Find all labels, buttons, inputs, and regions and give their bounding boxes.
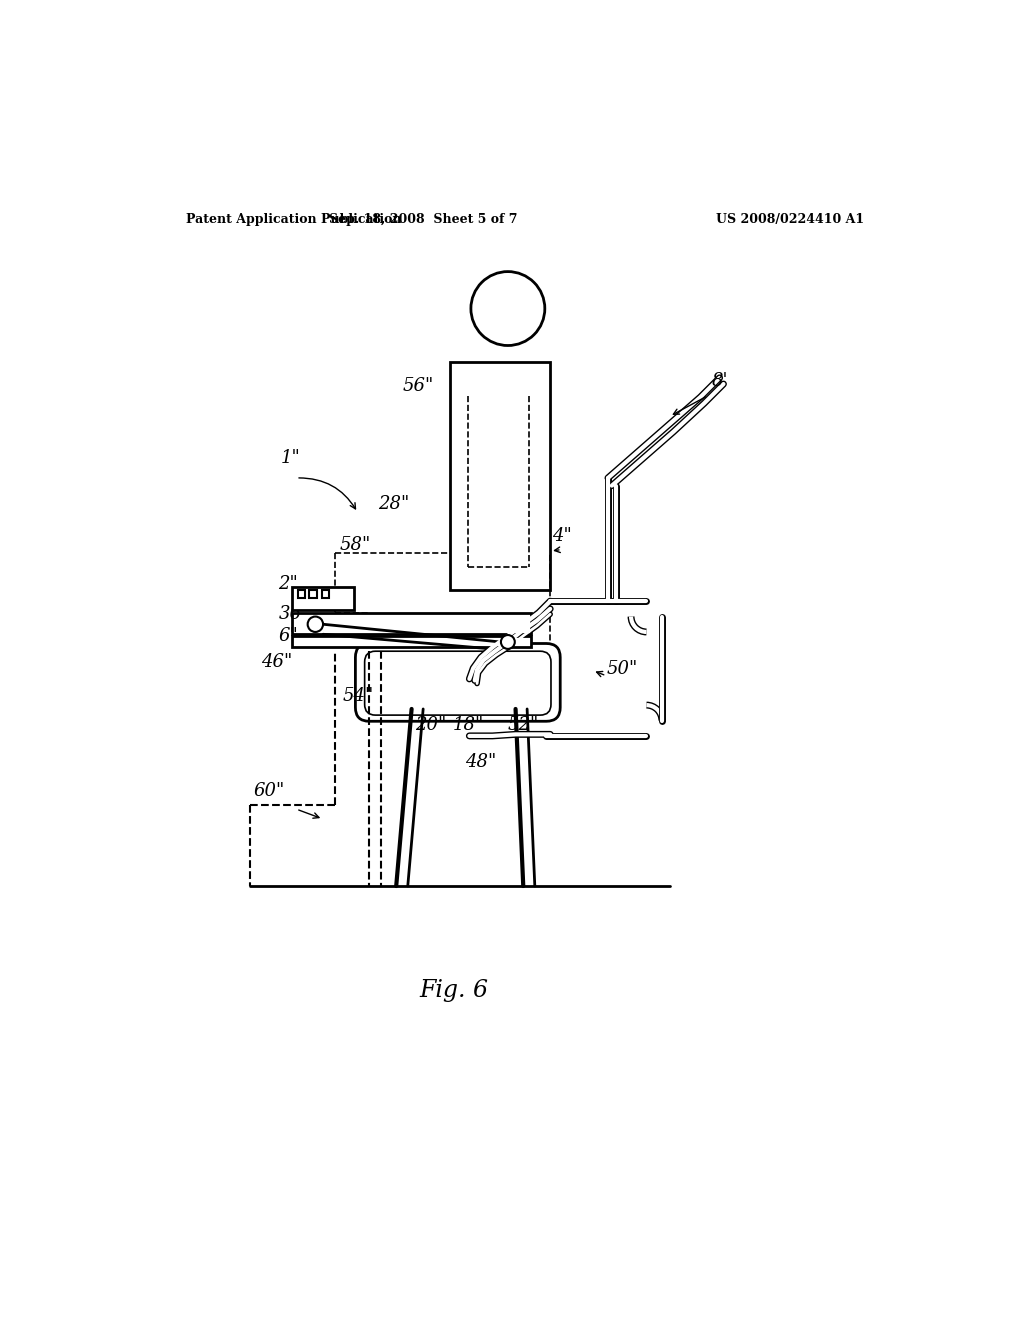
Text: 8': 8': [712, 371, 728, 389]
Text: 52": 52": [508, 715, 539, 734]
Bar: [451, 363, 550, 590]
Text: 54": 54": [342, 688, 374, 705]
FancyBboxPatch shape: [355, 644, 560, 721]
Text: 48": 48": [466, 752, 497, 771]
Bar: [298, 590, 305, 598]
Text: 6": 6": [279, 627, 298, 645]
Text: 56": 56": [402, 378, 433, 395]
Text: 2": 2": [279, 574, 298, 593]
Text: 50": 50": [606, 660, 638, 678]
Text: 46": 46": [261, 652, 293, 671]
Text: 36": 36": [279, 605, 309, 623]
Text: Sep. 18, 2008  Sheet 5 of 7: Sep. 18, 2008 Sheet 5 of 7: [329, 214, 517, 227]
Text: 58": 58": [340, 536, 372, 553]
Bar: [309, 590, 316, 598]
Bar: [292, 636, 531, 647]
Text: 60": 60": [254, 781, 285, 800]
Text: 18": 18": [453, 715, 483, 734]
Text: Patent Application Publication: Patent Application Publication: [186, 214, 401, 227]
Text: 4": 4": [553, 527, 572, 545]
Text: Fig. 6: Fig. 6: [420, 978, 488, 1002]
Circle shape: [307, 616, 323, 632]
Bar: [292, 612, 531, 635]
Circle shape: [501, 635, 515, 649]
Text: US 2008/0224410 A1: US 2008/0224410 A1: [716, 214, 864, 227]
Text: 28": 28": [379, 495, 410, 512]
Bar: [292, 586, 354, 610]
Bar: [322, 590, 330, 598]
Text: 20": 20": [416, 715, 446, 734]
Circle shape: [471, 272, 545, 346]
Text: 1": 1": [281, 449, 300, 466]
